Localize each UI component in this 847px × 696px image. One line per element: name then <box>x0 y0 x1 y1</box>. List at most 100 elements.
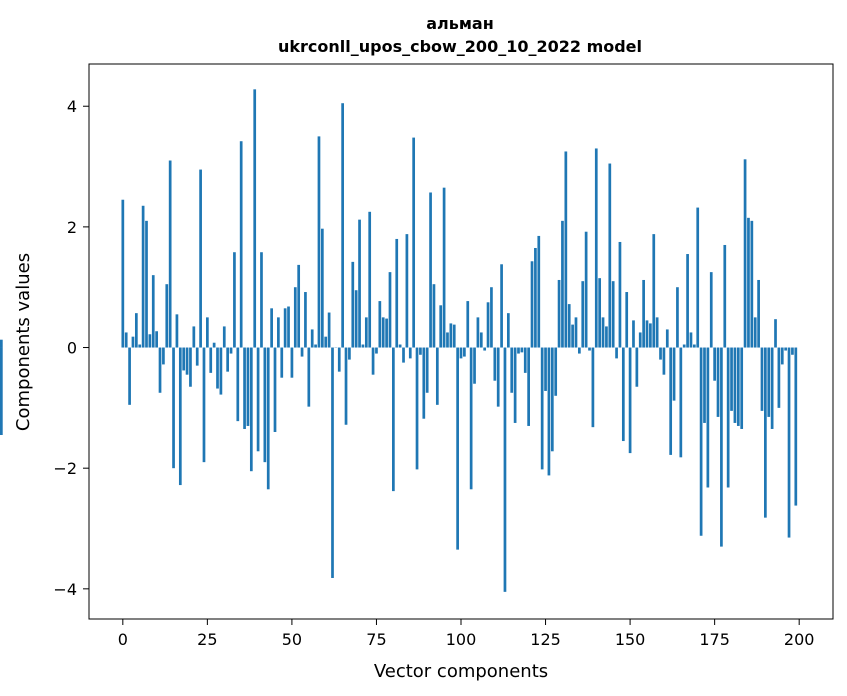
bar-186 <box>750 220 754 348</box>
x-tick-label: 200 <box>784 630 815 649</box>
bar-194 <box>777 347 781 408</box>
bar-73 <box>368 211 372 348</box>
bar-95 <box>442 187 446 348</box>
bar-66 <box>344 347 348 425</box>
bar-40 <box>256 347 260 452</box>
bar-129 <box>557 279 561 348</box>
chart-title: альман <box>426 14 494 33</box>
bar-48 <box>283 308 287 348</box>
x-axis-ticks: 0 25 50 75 100 125 150 175 200 <box>118 619 815 649</box>
bar-71 <box>361 344 365 348</box>
bar-50 <box>290 347 294 378</box>
bar-99 <box>456 347 459 550</box>
bar-197 <box>787 347 791 538</box>
bar-85 <box>408 347 412 359</box>
x-axis-label: Vector components <box>374 661 548 682</box>
bar-65 <box>341 103 344 348</box>
bar-128 <box>554 347 558 396</box>
bar-151 <box>632 320 635 348</box>
bar-62 <box>331 347 334 578</box>
bar-1 <box>124 332 128 348</box>
bar-178 <box>723 244 727 348</box>
bar-90 <box>425 347 429 393</box>
bar-14 <box>168 160 172 348</box>
bar-195 <box>780 347 784 365</box>
x-tick-label: 175 <box>699 630 730 649</box>
bar-undefined <box>0 339 3 348</box>
bar-35 <box>239 141 243 348</box>
bar-127 <box>550 347 554 452</box>
bar-105 <box>476 317 480 348</box>
bar-152 <box>635 347 639 387</box>
bar-121 <box>530 261 534 348</box>
bar-119 <box>523 347 527 373</box>
bar-39 <box>253 89 257 348</box>
bar-6 <box>141 205 145 348</box>
bar-142 <box>601 317 605 348</box>
bar-67 <box>348 347 351 360</box>
bar-156 <box>649 323 652 348</box>
bar-116 <box>513 347 517 423</box>
bar-115 <box>510 347 514 393</box>
bar-45 <box>273 347 277 432</box>
bar-134 <box>574 317 578 348</box>
bar-175 <box>713 347 716 381</box>
x-tick-label: 0 <box>118 630 128 649</box>
bar-193 <box>774 319 777 348</box>
bar-16 <box>175 314 179 348</box>
bar-198 <box>791 347 794 355</box>
bar-161 <box>665 329 669 348</box>
bar-191 <box>767 347 771 417</box>
bar-19 <box>185 347 189 375</box>
bar-185 <box>747 217 750 348</box>
bar-153 <box>638 332 642 348</box>
bar-168 <box>689 332 693 348</box>
bar-133 <box>571 324 574 348</box>
bar-83 <box>402 347 405 363</box>
bar-75 <box>375 347 378 354</box>
y-axis-ticks: −4 −2 0 2 4 <box>53 97 89 599</box>
bar-157 <box>652 234 656 348</box>
bar-109 <box>490 287 493 348</box>
bar-18 <box>182 347 186 371</box>
bar-165 <box>679 347 683 458</box>
bar-52 <box>297 264 301 348</box>
bar-47 <box>280 347 284 378</box>
bar-136 <box>581 281 585 348</box>
bar-131 <box>564 151 568 348</box>
bar-132 <box>567 304 571 348</box>
bar-3 <box>131 336 135 348</box>
bar-27 <box>212 342 216 348</box>
bar-70 <box>358 219 361 348</box>
bar-21 <box>192 326 196 348</box>
bar-173 <box>706 347 710 488</box>
bar-61 <box>327 312 331 348</box>
bar-76 <box>378 301 382 348</box>
bar-79 <box>388 272 392 348</box>
bar-15 <box>172 347 175 469</box>
bar-150 <box>628 347 632 454</box>
y-tick-label: −4 <box>53 580 77 599</box>
bar-102 <box>466 301 470 348</box>
bar-91 <box>429 192 432 348</box>
bar-110 <box>493 347 497 381</box>
bar-145 <box>611 281 615 348</box>
bar-182 <box>736 347 740 426</box>
bar-9 <box>151 275 155 348</box>
bar-77 <box>381 317 385 348</box>
bar-159 <box>659 347 662 360</box>
bar-101 <box>463 347 466 357</box>
bar-179 <box>726 347 730 488</box>
bar-176 <box>716 347 720 417</box>
bar-147 <box>618 241 622 348</box>
y-tick-label: 2 <box>67 218 77 237</box>
bar-162 <box>669 347 673 455</box>
bar-113 <box>503 347 507 592</box>
bar-120 <box>527 347 530 426</box>
bar-154 <box>642 279 645 348</box>
bar-174 <box>709 272 713 348</box>
bar-167 <box>686 254 689 348</box>
bar-7 <box>145 220 148 348</box>
x-tick-label: 150 <box>615 630 646 649</box>
bar-93 <box>435 347 439 405</box>
